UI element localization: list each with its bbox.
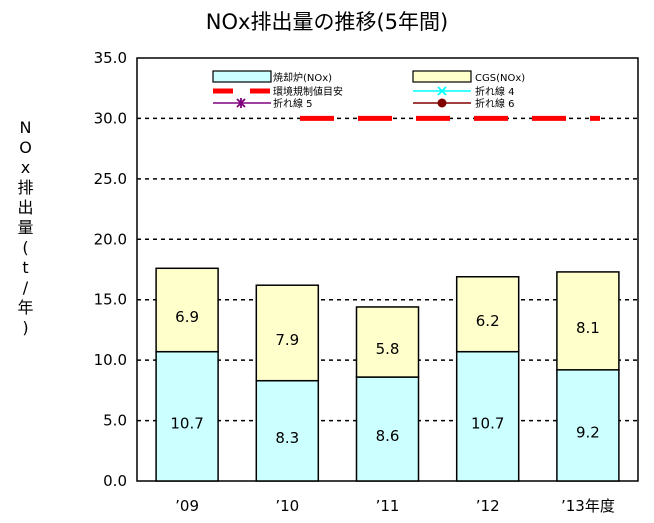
y-tick-label: 35.0 [94, 49, 127, 67]
data-label: 10.7 [170, 414, 203, 432]
legend-label-line5: 折れ線 5 [273, 97, 313, 110]
x-marker-icon [437, 86, 447, 96]
y-tick-label: 30.0 [94, 109, 127, 127]
data-label: 8.1 [576, 319, 600, 337]
x-tick-label: ’11 [376, 497, 400, 515]
legend-label-cgs: CGS(NOx) [475, 73, 525, 84]
y-axis-label-char: 排 [17, 178, 35, 197]
data-label: 6.9 [175, 308, 199, 326]
data-label: 8.6 [376, 427, 400, 445]
bar-incinerator [355, 376, 420, 482]
x-tick-label: ’13年度 [561, 497, 615, 515]
y-tick-label: 10.0 [94, 351, 127, 369]
y-axis-label-char: 量 [17, 218, 35, 237]
data-label: 9.2 [576, 423, 600, 441]
data-label: 10.7 [471, 414, 504, 432]
y-axis-label-char: N [19, 118, 33, 137]
x-tick-label: ’09 [175, 497, 199, 515]
bar-incinerator [556, 369, 620, 482]
y-axis-label-char: ) [22, 318, 30, 337]
x-tick-label: ’10 [275, 497, 299, 515]
legend-label-incinerator: 焼却炉(NOx) [273, 72, 332, 84]
bar-cgs [556, 271, 620, 371]
y-axis-label-char: ( [22, 238, 30, 257]
bar-cgs [355, 306, 420, 378]
y-axis-label-char: / [22, 278, 30, 297]
bar-cgs [155, 267, 219, 353]
bar-cgs [255, 284, 320, 382]
y-tick-label: 0.0 [103, 472, 127, 490]
y-axis-label-char: 出 [17, 198, 35, 217]
data-label: 7.9 [275, 331, 299, 349]
legend-swatch-incinerator [212, 70, 272, 83]
y-tick-label: 20.0 [94, 230, 127, 248]
y-axis-label-char: t [22, 258, 30, 277]
x-tick-label: ’12 [476, 497, 500, 515]
chart-title: NOx排出量の推移(5年間) [205, 10, 449, 34]
data-label: 8.3 [275, 429, 299, 447]
bar-incinerator [255, 379, 320, 482]
legend-label-reference: 環境規制値目安 [273, 85, 343, 98]
star-marker-icon [236, 98, 246, 108]
legend-label-line4: 折れ線 4 [475, 85, 515, 98]
circle-marker-icon [437, 98, 447, 108]
y-tick-label: 25.0 [94, 170, 127, 188]
data-label: 5.8 [376, 340, 400, 358]
legend-label-line6: 折れ線 6 [475, 97, 515, 110]
y-tick-label: 5.0 [103, 412, 127, 430]
y-axis-label-char: 年 [17, 298, 35, 317]
y-axis-label-char: x [20, 158, 32, 177]
y-axis-label-char: O [19, 138, 33, 157]
y-tick-label: 15.0 [94, 291, 127, 309]
data-label: 6.2 [476, 312, 500, 330]
bar-cgs [455, 276, 520, 353]
legend-swatch-cgs [412, 70, 472, 83]
